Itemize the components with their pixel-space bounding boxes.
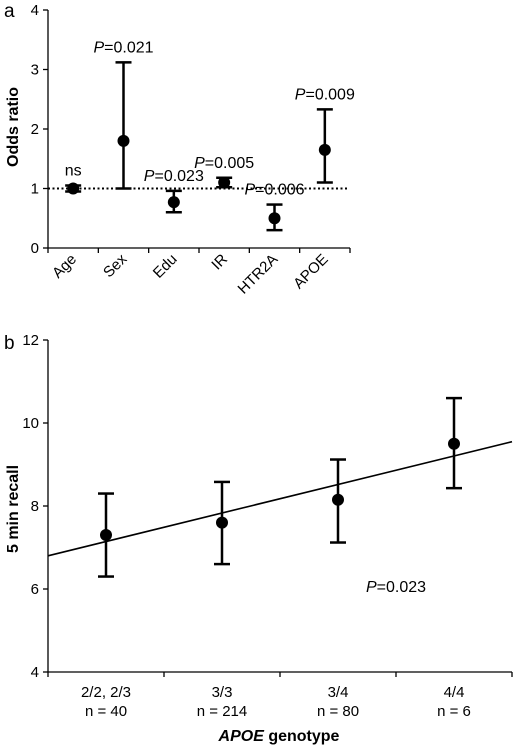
y-tick-label: 8 [31, 498, 39, 515]
p-value-text: =0.023 [377, 579, 426, 596]
data-point [167, 196, 180, 209]
p-value-annotation: P=0.023 [366, 579, 426, 596]
y-tick-label: 6 [31, 581, 39, 598]
x-tick-label: Age [49, 251, 80, 282]
p-value-annotation: P=0.005 [194, 155, 254, 172]
x-tick-label: Sex [100, 250, 131, 281]
x-axis-label-rest: genotype [264, 728, 340, 745]
x-tick-label: 4/4 [444, 684, 465, 701]
p-symbol: P [295, 86, 306, 103]
panel-b-label: b [4, 333, 15, 354]
y-tick-label: 0 [31, 240, 39, 257]
p-value-annotation: P=0.006 [244, 182, 304, 199]
p-value-text: =0.005 [205, 155, 254, 172]
y-tick-label: 10 [22, 415, 39, 432]
x-tick-label: 3/4 [328, 684, 349, 701]
y-tick-label: 2 [31, 121, 39, 138]
p-value-annotation: P=0.021 [93, 39, 153, 56]
p-symbol: P [194, 155, 205, 172]
data-point [218, 176, 231, 189]
x-tick-label: 3/3 [212, 684, 233, 701]
panel-b-x-axis-label: APOE genotype [218, 728, 340, 745]
p-value-annotation: P=0.009 [295, 86, 355, 103]
x-tick-label: APOE [290, 251, 331, 292]
data-point [268, 212, 281, 225]
trend-line [47, 440, 513, 557]
panel-a-y-axis-label: Odds ratio [5, 87, 22, 167]
data-point [332, 493, 344, 506]
x-axis-label-italic: APOE [218, 728, 266, 745]
y-tick-label: 1 [31, 181, 39, 198]
p-value-text: =0.023 [154, 168, 203, 185]
p-symbol: P [93, 39, 104, 56]
x-tick-label: HTR2A [235, 251, 282, 298]
panel-a-label: a [4, 1, 15, 22]
y-tick-label: 12 [22, 332, 39, 349]
data-point [100, 529, 112, 542]
p-value-text: ns [65, 163, 82, 180]
x-tick-n-label: n = 80 [317, 703, 359, 720]
data-point [448, 437, 460, 450]
y-tick-label: 4 [31, 664, 39, 681]
p-value-annotation: ns [65, 163, 82, 180]
panel-b-y-axis-label: 5 min recall [5, 465, 22, 553]
y-tick-label: 3 [31, 62, 39, 79]
data-point [67, 182, 80, 195]
x-tick-n-label: n = 214 [197, 703, 247, 720]
p-symbol: P [144, 168, 155, 185]
p-value-text: =0.021 [104, 39, 153, 56]
x-tick-label: Edu [150, 251, 181, 282]
x-tick-label: 2/2, 2/3 [81, 684, 131, 701]
p-value-annotation: P=0.023 [144, 168, 204, 185]
p-symbol: P [366, 579, 377, 596]
p-symbol: P [244, 182, 255, 199]
data-point [216, 516, 228, 529]
p-value-text: =0.009 [305, 86, 354, 103]
x-tick-n-label: n = 40 [85, 703, 127, 720]
x-tick-label: IR [208, 251, 231, 274]
data-point [318, 143, 331, 156]
p-value-text: =0.006 [255, 182, 304, 199]
data-point [117, 134, 130, 147]
y-tick-label: 4 [31, 2, 39, 19]
x-tick-n-label: n = 6 [437, 703, 471, 720]
panel-b: 4 6 8 10 12 2/2, 2/3 n = 40 3/3 n = 214 3/4 n = 80… [22, 332, 513, 720]
